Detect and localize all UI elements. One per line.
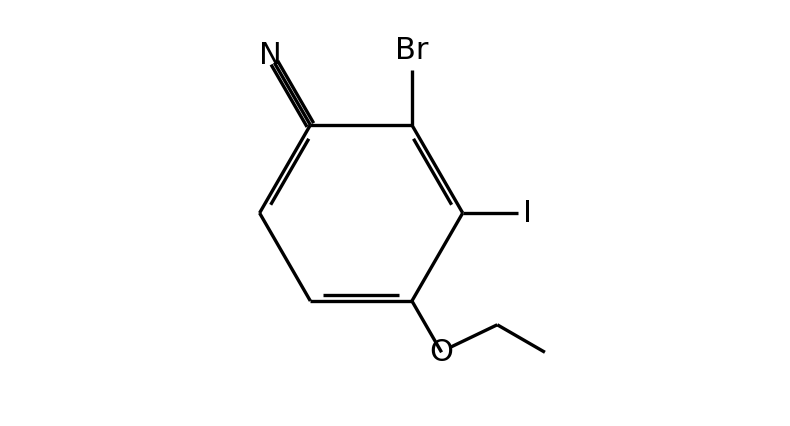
Text: Br: Br	[395, 36, 429, 65]
Text: I: I	[523, 199, 532, 227]
Text: N: N	[259, 41, 281, 70]
Text: O: O	[430, 338, 453, 367]
